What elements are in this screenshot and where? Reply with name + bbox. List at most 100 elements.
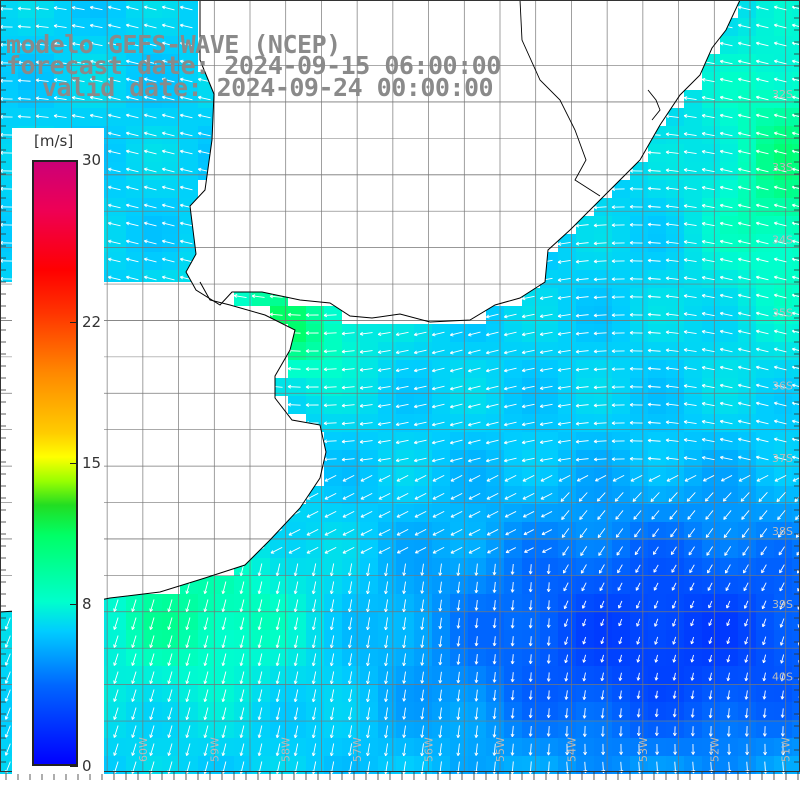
wind-arrow (467, 385, 481, 391)
wind-arrow (131, 599, 137, 612)
wind-cell (792, 180, 800, 198)
wind-arrow (760, 546, 767, 556)
wind-arrow (161, 257, 175, 263)
wind-arrow (143, 113, 157, 119)
wind-arrow (395, 367, 409, 373)
wind-arrow (539, 349, 553, 355)
wind-arrow (305, 313, 319, 317)
wind-arrow (600, 636, 605, 645)
wind-arrow (669, 510, 678, 520)
wind-arrow (546, 600, 551, 610)
wind-arrow (257, 671, 263, 685)
wind-arrow (107, 239, 121, 245)
wind-arrow (492, 654, 497, 665)
wind-arrow (347, 653, 353, 667)
wind-arrow (539, 457, 553, 463)
wind-arrow (456, 707, 461, 720)
wind-arrow (665, 258, 679, 263)
wind-arrow (420, 599, 425, 612)
wind-arrow (773, 41, 787, 47)
wind-arrow (541, 511, 553, 518)
wind-arrow (413, 385, 427, 391)
wind-arrow (773, 239, 787, 245)
wind-arrow (323, 403, 337, 408)
wind-arrow (486, 510, 499, 518)
wind-arrow (629, 240, 643, 245)
wind-arrow (377, 367, 391, 372)
wind-arrow (53, 96, 67, 100)
wind-arrow (71, 77, 85, 83)
wind-arrow (629, 258, 643, 263)
wind-arrow (377, 421, 391, 426)
wind-arrow (492, 600, 497, 611)
wind-arrow (755, 5, 769, 11)
wind-arrow (53, 42, 67, 46)
wind-cell (792, 288, 800, 306)
wind-arrow (257, 653, 263, 667)
wind-arrow (179, 5, 193, 11)
wind-arrow (683, 168, 697, 172)
wind-arrow (402, 689, 407, 702)
wind-arrow (779, 564, 785, 574)
wind-arrow (723, 510, 732, 520)
wind-arrow (629, 366, 643, 371)
wind-arrow (561, 510, 570, 520)
wind-arrow (737, 383, 751, 389)
colorbar-tick-label: 30 (82, 151, 102, 169)
wind-arrow (485, 385, 499, 391)
wind-arrow (600, 600, 605, 609)
wind-arrow (708, 618, 713, 627)
wind-arrow (221, 617, 227, 631)
wind-arrow (203, 707, 209, 721)
wind-arrow (107, 95, 121, 101)
wind-arrow (287, 402, 301, 407)
wind-arrow (402, 581, 406, 594)
wind-arrow (449, 421, 463, 427)
wind-arrow (275, 563, 281, 577)
wind-arrow (329, 671, 335, 685)
wind-arrow (432, 528, 445, 536)
wind-arrow (670, 528, 678, 538)
wind-arrow (665, 402, 679, 407)
wind-arrow (737, 257, 751, 263)
wind-arrow (725, 582, 731, 591)
wind-arrow (719, 221, 733, 227)
wind-arrow (726, 654, 731, 663)
wind-arrow (257, 707, 263, 721)
wind-arrow (629, 294, 643, 299)
wind-arrow (540, 474, 553, 482)
wind-arrow (761, 618, 767, 628)
wind-cell (792, 720, 800, 738)
lon-label: 54W (565, 737, 578, 762)
wind-cell (792, 558, 800, 576)
wind-arrow (665, 348, 679, 353)
wind-arrow (420, 653, 425, 666)
wind-arrow (366, 599, 371, 613)
wind-arrow (89, 59, 103, 65)
wind-arrow (719, 347, 733, 353)
wind-arrow (161, 131, 175, 137)
wind-arrow (203, 617, 209, 631)
wind-arrow (593, 313, 607, 318)
wind-arrow (161, 95, 175, 101)
wind-arrow (683, 96, 697, 100)
wind-arrow (719, 293, 733, 299)
wind-arrow (701, 221, 715, 227)
wind-arrow (708, 708, 713, 719)
wind-arrow (737, 455, 751, 461)
wind-arrow (257, 743, 263, 757)
wind-arrow (503, 421, 517, 427)
wind-arrow (528, 654, 533, 665)
wind-arrow (503, 439, 517, 445)
wind-arrow (744, 672, 749, 682)
wind-arrow (755, 149, 769, 155)
wind-arrow (636, 708, 641, 718)
wind-arrow (203, 581, 209, 595)
wind-arrow (35, 24, 49, 29)
wind-arrow (780, 708, 785, 718)
wind-arrow (647, 204, 661, 209)
wind-arrow (701, 59, 715, 65)
wind-arrow (4, 725, 11, 738)
wind-arrow (17, 60, 31, 65)
wind-arrow (611, 421, 625, 426)
